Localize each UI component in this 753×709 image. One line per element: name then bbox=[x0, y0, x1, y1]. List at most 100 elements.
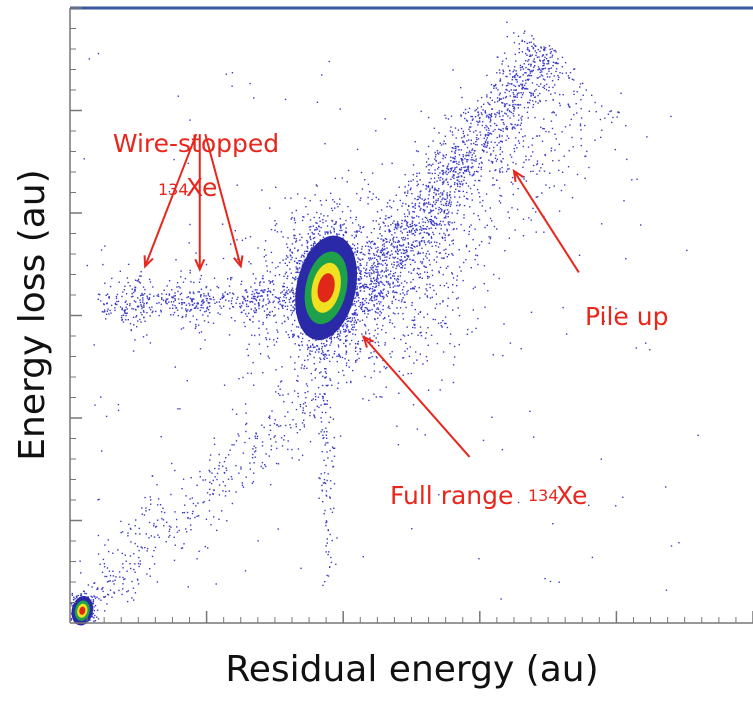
data-point bbox=[308, 226, 311, 228]
data-point bbox=[414, 240, 416, 242]
data-point bbox=[293, 217, 296, 219]
data-point bbox=[179, 287, 181, 289]
data-point bbox=[564, 184, 566, 186]
data-point bbox=[359, 350, 361, 353]
data-point bbox=[252, 315, 254, 318]
data-point bbox=[549, 56, 551, 59]
data-point bbox=[421, 198, 423, 200]
data-point bbox=[446, 197, 449, 199]
data-point bbox=[316, 345, 319, 347]
data-point bbox=[494, 113, 496, 115]
data-point bbox=[258, 305, 260, 307]
data-point bbox=[406, 221, 409, 224]
data-point bbox=[450, 167, 452, 170]
data-point bbox=[487, 101, 489, 104]
data-point bbox=[440, 200, 442, 203]
data-point bbox=[358, 230, 360, 232]
data-point bbox=[531, 70, 533, 73]
data-point bbox=[427, 221, 430, 223]
data-point bbox=[501, 151, 504, 153]
data-point bbox=[146, 301, 148, 304]
data-point bbox=[292, 306, 294, 308]
data-point bbox=[510, 156, 513, 158]
data-point bbox=[375, 266, 378, 268]
data-point bbox=[310, 225, 312, 228]
data-point bbox=[331, 220, 334, 222]
data-point bbox=[266, 345, 269, 348]
data-point bbox=[374, 329, 376, 331]
data-point bbox=[341, 325, 343, 327]
data-point bbox=[484, 110, 486, 112]
data-point bbox=[142, 336, 145, 338]
data-point bbox=[123, 309, 125, 312]
data-point bbox=[223, 295, 225, 297]
data-point bbox=[402, 243, 405, 246]
data-point bbox=[345, 227, 347, 229]
data-point bbox=[290, 314, 293, 316]
data-point bbox=[407, 184, 410, 186]
data-point bbox=[444, 209, 446, 211]
data-point bbox=[533, 58, 535, 60]
data-point bbox=[379, 256, 381, 258]
data-point bbox=[549, 48, 551, 51]
data-point bbox=[400, 267, 402, 269]
data-point bbox=[293, 295, 295, 298]
data-point bbox=[373, 335, 375, 337]
data-point bbox=[316, 211, 318, 214]
data-point bbox=[568, 104, 570, 106]
data-point bbox=[511, 127, 514, 129]
data-point bbox=[134, 289, 136, 291]
data-point bbox=[273, 344, 276, 346]
data-point bbox=[392, 291, 394, 293]
data-point bbox=[436, 223, 438, 226]
data-point bbox=[431, 245, 433, 247]
data-point bbox=[397, 312, 399, 315]
data-point bbox=[514, 123, 516, 126]
data-point bbox=[438, 132, 440, 134]
data-point bbox=[502, 102, 504, 104]
data-point bbox=[350, 321, 352, 323]
data-point bbox=[478, 179, 480, 182]
data-point bbox=[445, 215, 447, 217]
data-point bbox=[412, 179, 414, 181]
data-point bbox=[443, 212, 445, 214]
data-point bbox=[495, 114, 497, 116]
data-point bbox=[312, 244, 315, 246]
data-point bbox=[489, 103, 491, 106]
data-point bbox=[484, 144, 486, 146]
data-point bbox=[534, 116, 536, 119]
data-point bbox=[349, 320, 351, 323]
data-point bbox=[428, 201, 430, 203]
data-point bbox=[484, 210, 487, 212]
data-point bbox=[307, 213, 309, 215]
data-point bbox=[140, 305, 143, 308]
data-point bbox=[547, 61, 550, 63]
data-point bbox=[463, 136, 465, 138]
data-point bbox=[395, 225, 397, 227]
data-point bbox=[351, 326, 354, 328]
data-point bbox=[579, 123, 582, 125]
data-point bbox=[259, 299, 261, 301]
data-point bbox=[512, 126, 514, 128]
data-point bbox=[432, 163, 434, 165]
data-point bbox=[493, 87, 495, 89]
data-point bbox=[301, 244, 303, 246]
data-point bbox=[509, 110, 511, 113]
data-point bbox=[438, 272, 440, 274]
data-point bbox=[416, 272, 418, 274]
data-point bbox=[356, 266, 358, 268]
data-point bbox=[406, 326, 408, 328]
data-point bbox=[434, 241, 436, 243]
data-point bbox=[386, 264, 388, 266]
data-point bbox=[456, 201, 459, 203]
data-point bbox=[255, 291, 258, 293]
data-point bbox=[371, 272, 373, 275]
data-point bbox=[472, 165, 474, 168]
data-point bbox=[200, 296, 202, 298]
data-point bbox=[536, 77, 538, 79]
data-point bbox=[244, 289, 246, 292]
data-point bbox=[396, 261, 398, 263]
data-point bbox=[509, 342, 512, 344]
data-point bbox=[410, 244, 413, 247]
data-point bbox=[535, 101, 537, 103]
